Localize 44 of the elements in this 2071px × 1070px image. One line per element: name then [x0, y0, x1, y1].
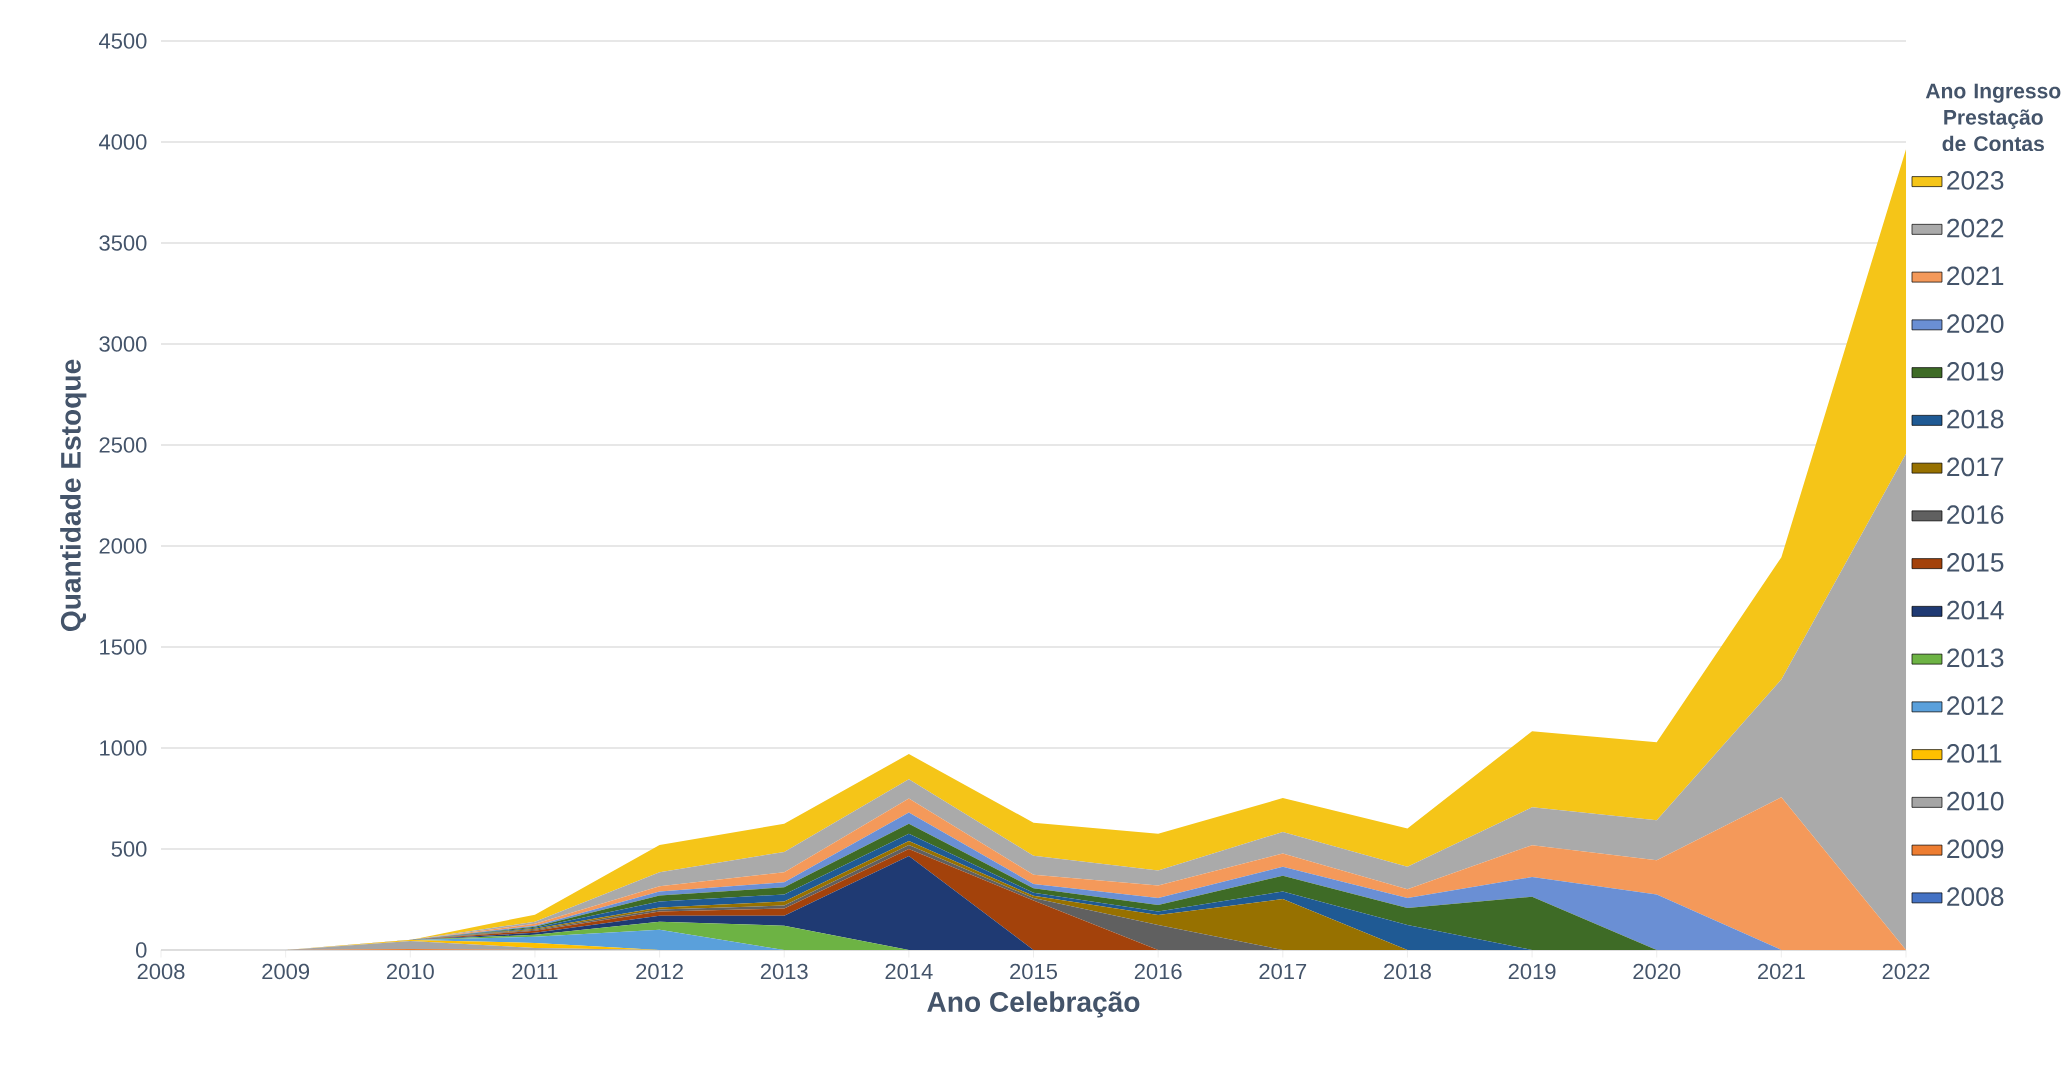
x-tick-label: 2017: [1259, 963, 1307, 980]
x-tick-label: 2011: [512, 963, 558, 980]
y-tick-label: 2000: [99, 538, 147, 554]
y-tick-label: 1000: [100, 740, 147, 756]
x-tick-label: 2009: [262, 963, 310, 980]
x-tick-label: 2021: [1758, 963, 1805, 980]
legend-label: 2020: [1947, 314, 2004, 333]
y-tick-label: 3000: [99, 336, 147, 352]
x-tick-label: 2022: [1882, 963, 1930, 980]
x-tick-label: 2015: [1010, 963, 1058, 980]
legend-label: 2010: [1947, 791, 2004, 811]
x-tick-label: 2020: [1633, 963, 1681, 980]
y-tick-label: 4500: [98, 33, 147, 49]
x-tick-label: 2008: [137, 963, 185, 980]
y-tick-label: 4000: [98, 134, 147, 150]
legend-label: 2011: [1947, 744, 2002, 763]
x-tick-label: 2018: [1384, 963, 1431, 980]
x-tick-label: 2010: [386, 963, 434, 980]
y-tick-label: 3500: [99, 235, 147, 251]
legend-label: 2012: [1947, 696, 2004, 715]
y-tick-label: 0: [135, 942, 147, 958]
legend-label: 2021: [1947, 266, 2004, 286]
legend-label: 2019: [1947, 362, 2004, 381]
y-tick-label: 500: [111, 841, 147, 857]
x-axis-title: Ano Celebração: [927, 991, 1140, 1018]
legend-label: 2015: [1947, 553, 2004, 572]
legend-label: 2013: [1947, 648, 2004, 668]
y-tick-label: 2500: [99, 437, 147, 453]
legend-label: 2016: [1947, 505, 2004, 524]
x-tick-label: 2019: [1508, 963, 1556, 980]
legend-label: 2008: [1947, 887, 2004, 907]
legend-title: Ano Ingresso Prestação de Contas: [1925, 83, 2061, 152]
x-tick-label: 2014: [885, 963, 933, 980]
y-tick-label: 1500: [100, 639, 147, 655]
legend-label: 2023: [1947, 171, 2004, 190]
x-tick-label: 2016: [1134, 963, 1182, 980]
y-axis-title: Quantidade Estoque: [60, 359, 87, 632]
x-tick-label: 2012: [636, 963, 683, 980]
legend-label: 2009: [1947, 839, 2004, 859]
legend-label: 2014: [1947, 600, 2004, 620]
legend-label: 2022: [1947, 218, 2004, 238]
legend-label: 2017: [1947, 457, 2004, 477]
legend-label: 2018: [1947, 409, 2004, 429]
x-tick-label: 2013: [760, 963, 808, 980]
